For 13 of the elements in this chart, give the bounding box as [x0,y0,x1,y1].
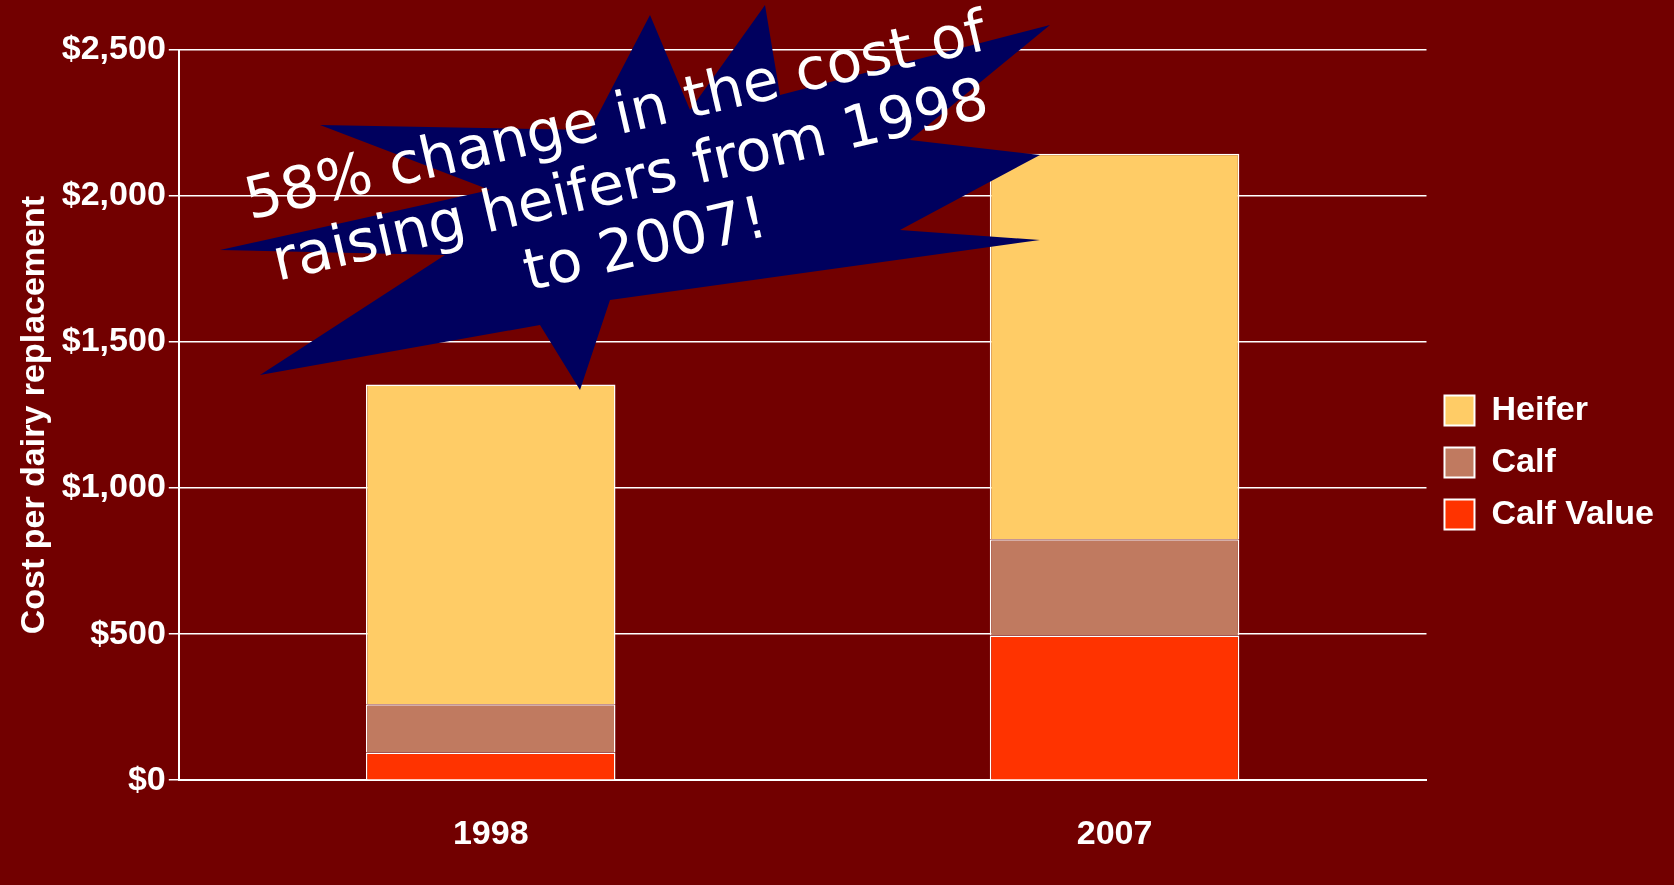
legend-label: Calf [1491,440,1557,479]
y-tick-label: $2,500 [61,28,166,67]
legend-label: Calf Value [1491,492,1654,531]
x-tick-label: 2007 [1076,812,1153,851]
annotation: 58% change in the cost of raising heifers from 1998 to 2007! [237,0,996,307]
y-tick-label: $500 [90,612,166,651]
x-tick-label: 1998 [452,812,529,851]
y-axis-title: Cost per dairy replacement [12,195,51,635]
y-tick-label: $1,000 [61,466,166,505]
y-tick-label: $1,500 [61,320,166,359]
legend-label: Heifer [1491,388,1588,427]
y-tick-label: $2,000 [61,174,166,213]
y-tick-label: $0 [127,758,166,797]
